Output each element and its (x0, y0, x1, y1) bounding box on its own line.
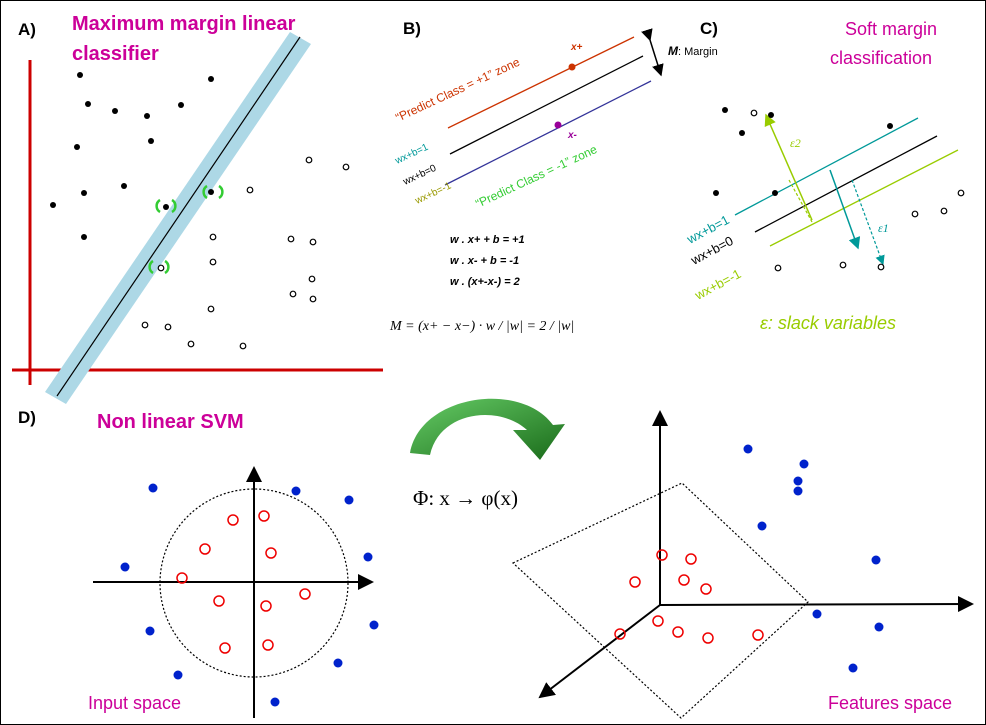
panel-a-class-open (141, 156, 350, 350)
margin-arrow (641, 28, 664, 77)
equation-1: w . x+ + b = +1 (450, 234, 525, 246)
input-blue-points (120, 483, 379, 707)
features-space-label: Features space (828, 693, 952, 713)
panel-b: B) x+ x- “Predict Class = +1” zone “Pred… (389, 19, 718, 334)
point-x-plus (568, 63, 576, 71)
feature-x-axis (659, 596, 974, 613)
panel-d-title: Non linear SVM (97, 411, 244, 433)
zone-minus-text: “Predict Class = -1” zone (473, 142, 599, 211)
epsilon-2: ε2 (790, 136, 801, 150)
feature-blue-points (743, 444, 884, 673)
margin-formula: M = (x+ − x−) · w / |w| = 2 / |w| (389, 319, 574, 334)
slack-arrow-2 (764, 113, 813, 221)
input-space-label: Input space (88, 693, 181, 713)
panel-c-title-line2: classification (830, 48, 932, 68)
decision-boundary (56, 36, 301, 397)
label-x-minus: x- (567, 130, 578, 141)
b-line-zero-label: wx+b=0 (401, 163, 439, 188)
margin-text: : Margin (678, 46, 718, 58)
nonlinear-boundary (159, 488, 349, 678)
slack-dashed-2 (788, 179, 813, 223)
label-x-plus: x+ (570, 42, 583, 53)
panel-a-label: A) (18, 20, 36, 39)
line-zero (449, 55, 644, 155)
slack-caption: ε: slack variables (760, 313, 896, 333)
slack-arrow-1 (829, 169, 861, 250)
panel-a-class-filled (50, 72, 214, 240)
line-minus-one (444, 80, 652, 186)
panel-a: A) Maximum margin linear classifier (12, 13, 383, 404)
equation-2: w . x- + b = -1 (450, 255, 519, 267)
panel-c-class-filled (713, 107, 893, 196)
c-line-minus-label: wx+b=-1 (691, 266, 743, 303)
line-plus-one (447, 36, 635, 129)
panel-c-title-line1: Soft margin (845, 19, 937, 39)
mapping-arrow-icon (410, 398, 565, 460)
feature-red-points (614, 549, 764, 644)
point-x-minus (554, 121, 562, 129)
panel-a-title-line1: Maximum margin linear (72, 13, 296, 35)
separating-hyperplane (511, 482, 809, 719)
c-line-plus (734, 117, 919, 216)
panel-c-label: C) (700, 19, 718, 38)
b-line-plus-label: wx+b=1 (393, 142, 431, 167)
panel-b-label: B) (403, 19, 421, 38)
panel-d: D) Non linear SVM Φ: x → φ(x) (18, 398, 974, 719)
c-line-minus (769, 149, 959, 247)
c-line-zero (754, 135, 938, 233)
panel-d-label: D) (18, 408, 36, 427)
panel-c-class-open (750, 109, 965, 272)
margin-m: M (668, 44, 679, 58)
panel-a-title-line2: classifier (72, 43, 159, 65)
epsilon-1: ε1 (878, 221, 889, 235)
feature-y-axis (538, 604, 661, 699)
b-line-minus-label: wx+b=-1 (413, 180, 454, 207)
equation-3: w . (x+-x-) = 2 (450, 276, 520, 288)
zone-plus-text: “Predict Class = +1” zone (393, 55, 522, 125)
input-red-points (176, 510, 311, 654)
mapping-function: Φ: x → φ(x) (413, 486, 518, 510)
panel-c: C) Soft margin classification ε2 ε1 wx+b… (683, 19, 965, 333)
support-vector-markers (148, 184, 224, 275)
